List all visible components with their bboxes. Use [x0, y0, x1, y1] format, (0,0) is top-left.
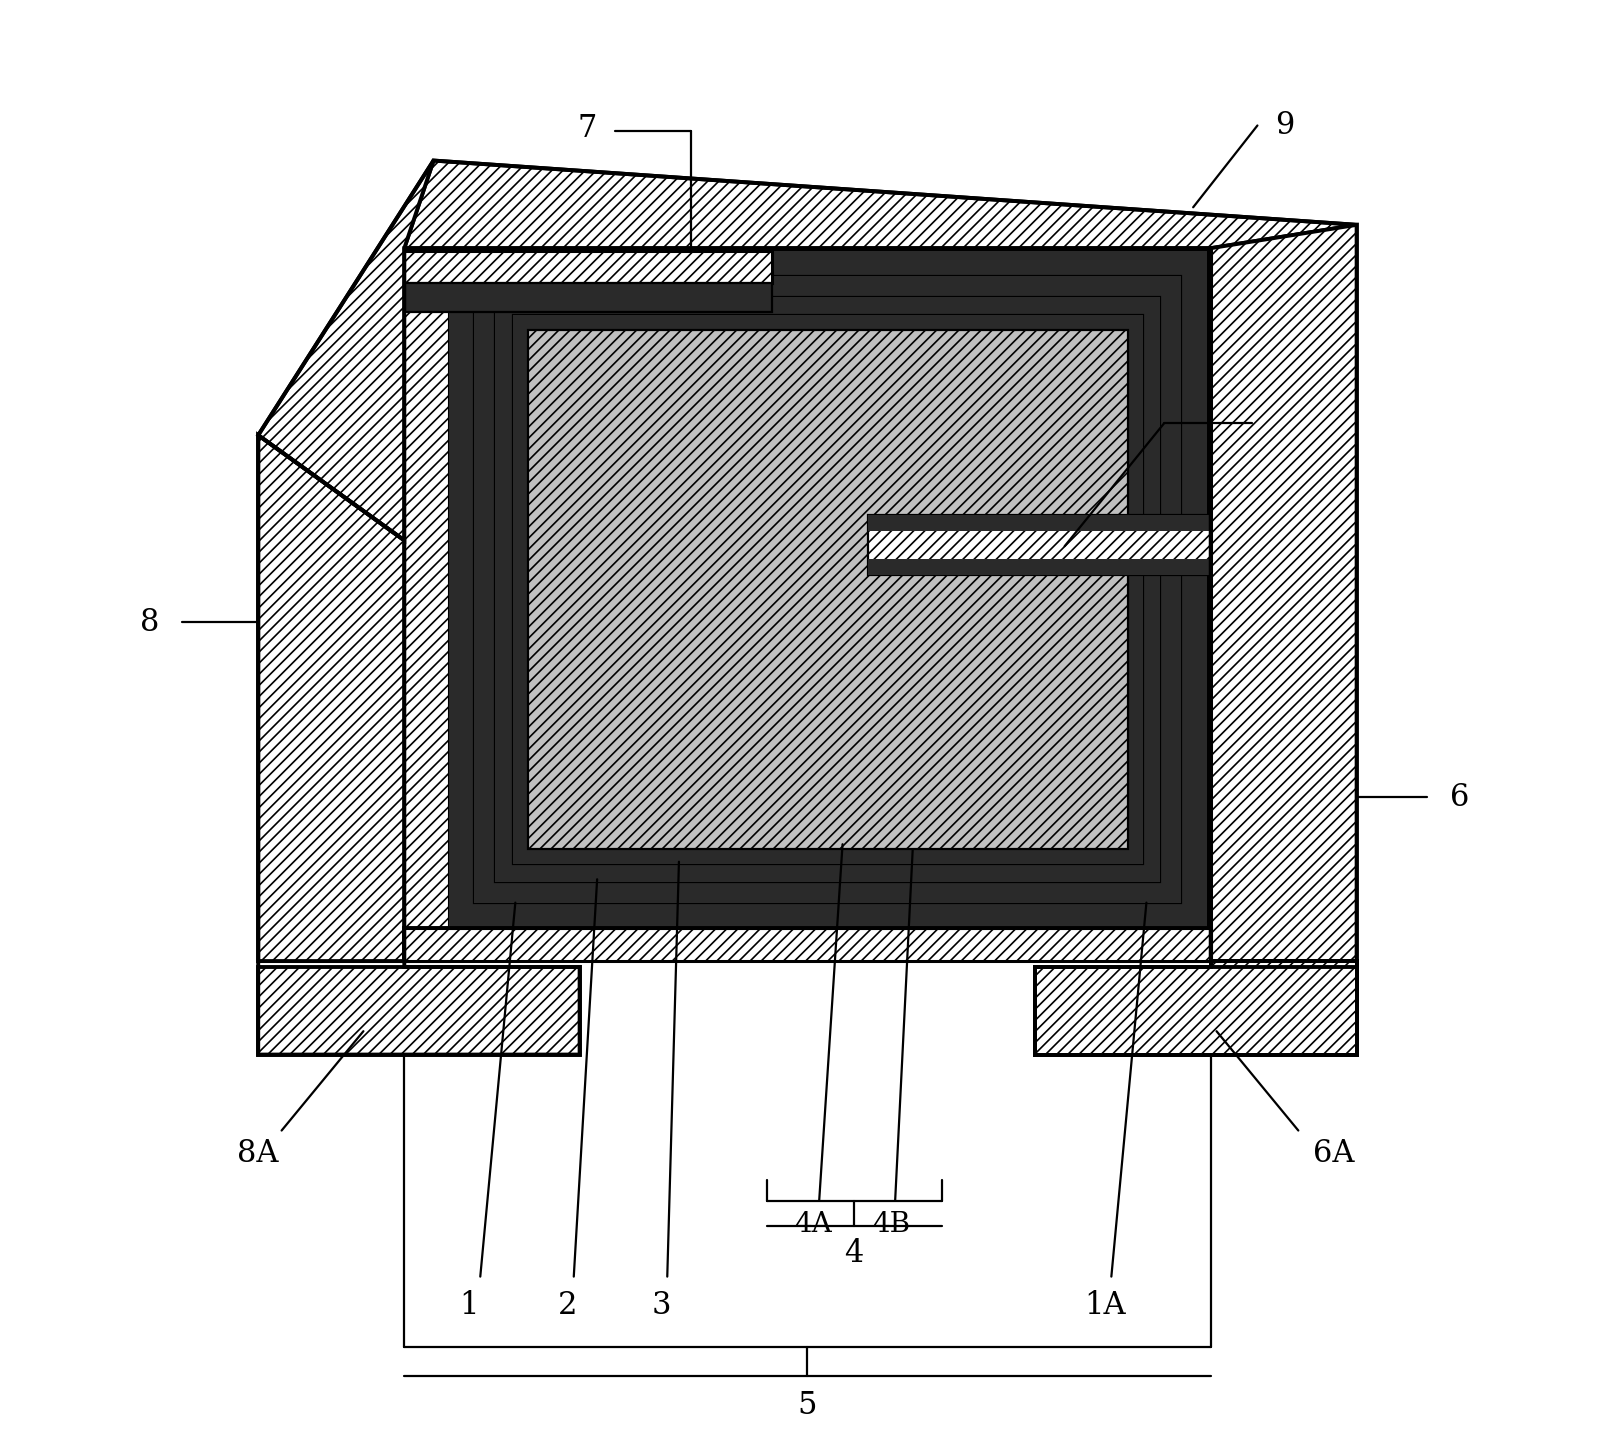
Bar: [404, 248, 449, 961]
Bar: [868, 558, 1210, 576]
Polygon shape: [1035, 967, 1356, 1055]
Bar: [513, 315, 1143, 330]
Text: 9: 9: [1273, 110, 1293, 141]
Bar: [449, 251, 475, 928]
Text: 4A: 4A: [794, 1211, 831, 1238]
Text: 1A: 1A: [1085, 1290, 1125, 1322]
Bar: [1160, 276, 1181, 903]
Polygon shape: [258, 160, 433, 961]
Bar: [475, 276, 495, 903]
Text: 2: 2: [558, 1290, 578, 1322]
Bar: [1117, 248, 1210, 961]
Polygon shape: [258, 436, 404, 961]
Text: 8A: 8A: [237, 1139, 279, 1169]
Text: 3: 3: [652, 1290, 671, 1322]
Bar: [868, 515, 1210, 531]
Bar: [404, 283, 771, 313]
Bar: [1127, 315, 1143, 864]
Bar: [404, 283, 771, 313]
Polygon shape: [449, 251, 1206, 928]
Text: 4B: 4B: [872, 1211, 910, 1238]
Bar: [404, 248, 1210, 283]
Bar: [475, 276, 1181, 297]
Bar: [1181, 251, 1206, 928]
Polygon shape: [868, 515, 1210, 576]
Text: 6: 6: [1449, 782, 1469, 812]
Text: 8: 8: [139, 606, 158, 638]
Text: 6A: 6A: [1312, 1139, 1353, 1169]
Polygon shape: [258, 967, 579, 1055]
Text: 1: 1: [458, 1290, 478, 1322]
Text: 7: 7: [578, 114, 597, 144]
Polygon shape: [1210, 961, 1356, 1055]
Bar: [513, 315, 528, 864]
Bar: [495, 864, 1160, 882]
Text: 5: 5: [797, 1390, 817, 1421]
Bar: [404, 248, 1210, 961]
Polygon shape: [475, 276, 1181, 903]
Bar: [475, 882, 1181, 903]
Bar: [495, 297, 513, 882]
Polygon shape: [1210, 225, 1356, 961]
Polygon shape: [495, 297, 1160, 882]
Bar: [513, 848, 1143, 864]
Bar: [1143, 297, 1160, 882]
Text: 4: 4: [844, 1238, 863, 1268]
Polygon shape: [528, 330, 1127, 848]
Bar: [449, 903, 1206, 928]
Polygon shape: [404, 160, 1356, 248]
Bar: [495, 297, 1160, 315]
Bar: [404, 928, 1210, 961]
Polygon shape: [513, 315, 1143, 864]
Bar: [449, 251, 1206, 276]
Bar: [449, 283, 1117, 928]
Polygon shape: [404, 251, 771, 283]
